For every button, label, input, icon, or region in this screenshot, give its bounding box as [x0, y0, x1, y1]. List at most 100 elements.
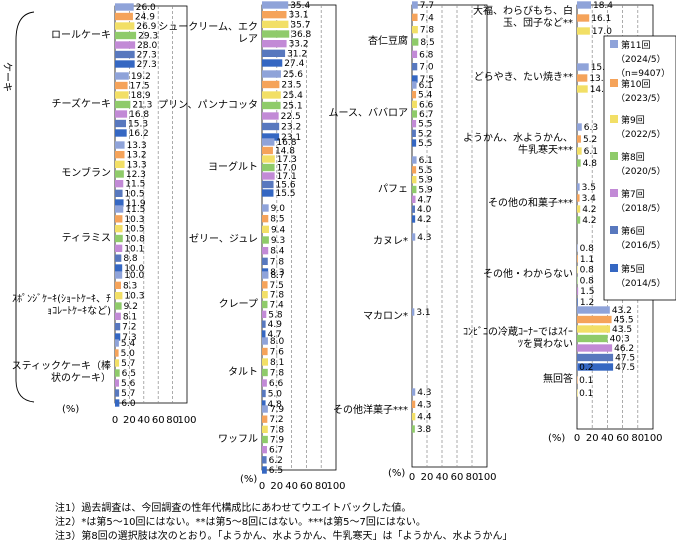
bar: [577, 363, 578, 371]
data-label: 4.7: [267, 330, 281, 340]
bar: [115, 224, 123, 233]
category-label: クレープ: [219, 299, 258, 310]
bar: [115, 141, 125, 149]
bar: [262, 10, 287, 19]
data-label: 5.4: [418, 91, 433, 101]
bar: [115, 339, 119, 347]
category-label: ムース、ババロア: [329, 108, 409, 119]
data-label: 4.9: [268, 320, 283, 330]
data-label: 7.8: [420, 26, 435, 36]
data-label: 4.3: [417, 388, 431, 398]
bar: [412, 233, 416, 241]
bar: [262, 172, 275, 180]
bar: [115, 399, 120, 407]
data-label: 3.4: [582, 194, 597, 204]
bar: [262, 300, 268, 309]
bar: [262, 337, 268, 345]
bar: [115, 41, 136, 49]
data-label: 6.0: [121, 399, 136, 409]
data-label: 26.0: [136, 3, 156, 13]
bar: [412, 13, 418, 22]
data-label: 7.0: [419, 63, 434, 73]
legend-entry: 第6回: [621, 225, 645, 237]
data-label: 29.3: [138, 32, 158, 42]
bar: [412, 1, 418, 9]
bar: [262, 59, 283, 67]
data-label: 33.2: [289, 40, 309, 50]
bar: [412, 195, 416, 204]
data-label: 16.2: [129, 129, 149, 139]
data-label: 1.5: [580, 287, 594, 297]
data-label: 0.1: [579, 376, 593, 386]
bar: [262, 122, 280, 131]
legend-entry-sub: （2022/5）: [616, 129, 666, 140]
data-label: 9.4: [271, 225, 286, 235]
data-label: 7.3: [122, 333, 136, 343]
data-label: 5.5: [418, 166, 432, 176]
data-label: 5.7: [121, 359, 135, 369]
data-label: 10.8: [125, 235, 145, 245]
data-label: 24.9: [135, 13, 155, 23]
bar: [412, 139, 417, 147]
data-label: 47.5: [615, 354, 635, 364]
bar: [412, 119, 417, 128]
data-label: 17.5: [130, 82, 150, 92]
bar: [115, 129, 127, 137]
data-label: 8.0: [270, 337, 285, 347]
data-label: 7.8: [270, 257, 285, 267]
category-label: その他の和菓子***: [488, 198, 573, 209]
bar: [115, 389, 120, 397]
data-label: 6.8: [419, 50, 434, 60]
category-label: どらやき、たい焼き**: [474, 72, 573, 83]
data-label: 10.5: [125, 189, 145, 199]
data-label: 7.9: [270, 436, 285, 446]
bar: [577, 276, 578, 285]
data-label: 0.8: [580, 276, 595, 286]
bar: [262, 257, 268, 266]
note-2: 注2）*は第5～10回にはない。**は第5～8回にはない。***は第5～7回には…: [55, 517, 426, 528]
category-label: その他・わからない: [483, 269, 573, 280]
x-tick-label: 100: [326, 481, 345, 492]
bar: [262, 112, 279, 120]
data-label: 5.0: [121, 349, 136, 359]
bar: [577, 315, 612, 324]
data-label: 7.2: [122, 323, 136, 333]
data-label: 15.4: [591, 63, 611, 73]
data-label: 14.8: [275, 147, 295, 157]
plot-frame: [411, 4, 488, 468]
bar: [262, 445, 267, 454]
data-label: 4.2: [582, 216, 596, 226]
data-label: 8.5: [420, 38, 434, 48]
bar: [262, 180, 274, 189]
bar: [115, 205, 124, 213]
bar: [577, 1, 591, 9]
data-label: 8.3: [270, 268, 284, 278]
bar: [115, 81, 128, 90]
data-label: 7.2: [269, 415, 283, 425]
bar: [115, 254, 122, 262]
legend-entry: 第11回: [621, 39, 650, 51]
data-label: 21.3: [132, 101, 152, 111]
category-label: 無回答: [543, 374, 573, 385]
panel-1: 0 20 40 60 80100(%)26.024.926.929.328.027.32…: [62, 3, 197, 426]
data-label: 28.0: [137, 41, 157, 51]
bar: [577, 287, 579, 295]
data-label: 4.7: [418, 195, 432, 205]
bar: [115, 160, 125, 169]
bar: [115, 302, 122, 310]
data-label: 26.9: [136, 22, 156, 32]
legend-swatch: [610, 189, 618, 197]
legend-entry-sub: （2014/5）: [616, 278, 666, 289]
data-label: 7.5: [270, 281, 284, 291]
bar: [412, 388, 416, 396]
bar: [262, 189, 274, 197]
bar: [577, 389, 578, 397]
x-tick-label: 80: [631, 433, 644, 444]
bar: [577, 159, 581, 167]
data-label: 25.6: [283, 70, 303, 80]
data-label: 7.8: [270, 291, 285, 301]
bar: [412, 215, 416, 223]
category-label: プリン、パンナコッタ: [158, 100, 258, 111]
legend-entry: 第10回: [621, 78, 650, 90]
bar: [577, 27, 590, 35]
